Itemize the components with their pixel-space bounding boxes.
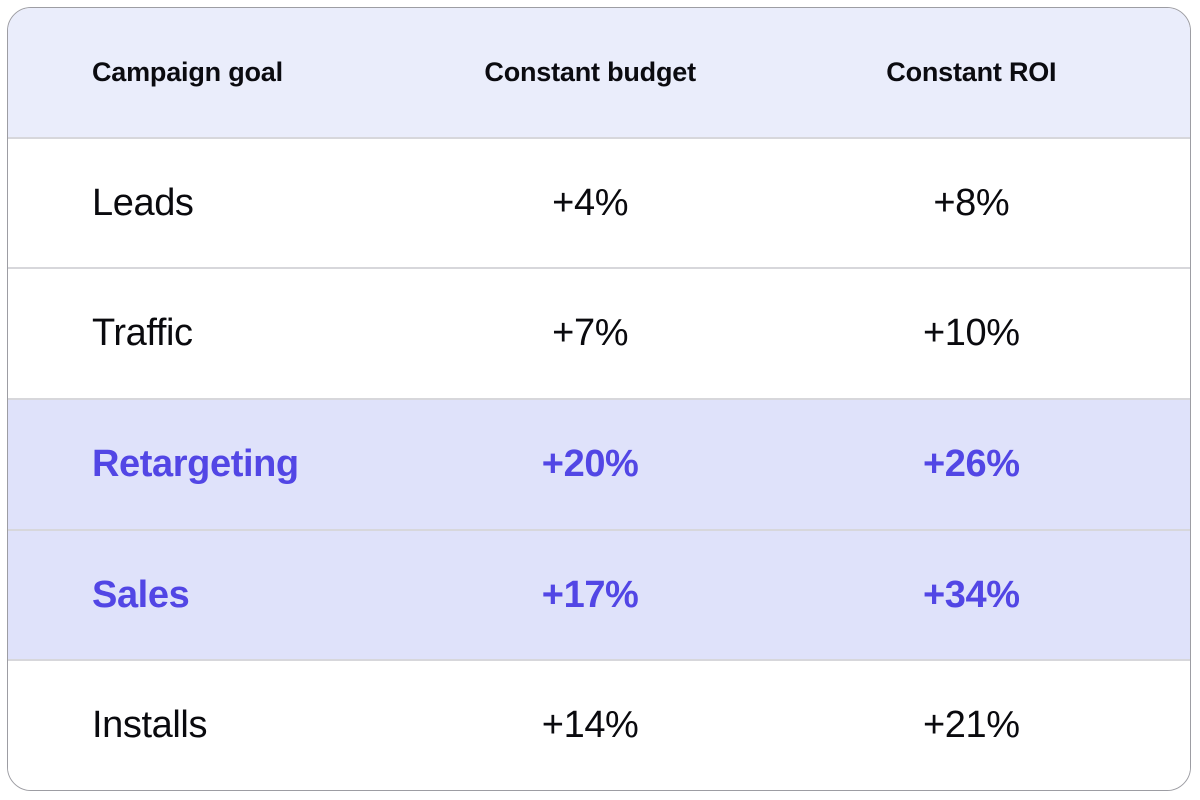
- table-row-retargeting: Retargeting +20% +26%: [8, 400, 1190, 529]
- row-label: Leads: [92, 181, 194, 224]
- row-label: Sales: [92, 573, 190, 616]
- constant-roi-value: +10%: [922, 312, 1020, 355]
- column-header-constant-roi: Constant ROI: [886, 56, 1057, 87]
- constant-budget-value: +7%: [552, 312, 629, 355]
- row-label: Retargeting: [92, 442, 299, 485]
- comparison-table-card: Campaign goal Constant budget Constant R…: [7, 7, 1191, 791]
- column-header-campaign-goal: Campaign goal: [92, 56, 283, 87]
- row-label: Installs: [92, 704, 208, 747]
- table-row-sales: Sales +17% +34%: [8, 530, 1190, 660]
- constant-roi-value: +26%: [922, 442, 1020, 485]
- table-row-traffic: Traffic +7% +10%: [8, 269, 1190, 399]
- table-header-row: Campaign goal Constant budget Constant R…: [8, 8, 1190, 137]
- table-row-leads: Leads +4% +8%: [8, 138, 1190, 268]
- row-divider: [8, 528, 1190, 531]
- constant-budget-value: +20%: [541, 442, 639, 485]
- table-row-installs: Installs +14% +21%: [8, 661, 1190, 790]
- constant-budget-value: +17%: [541, 573, 639, 616]
- constant-roi-value: +21%: [922, 704, 1020, 747]
- column-header-constant-budget: Constant budget: [484, 56, 696, 87]
- row-divider: [8, 659, 1190, 662]
- row-divider: [8, 398, 1190, 401]
- row-divider: [8, 136, 1190, 139]
- constant-budget-value: +14%: [541, 704, 639, 747]
- constant-roi-value: +8%: [933, 181, 1010, 224]
- constant-budget-value: +4%: [552, 181, 629, 224]
- row-divider: [8, 267, 1190, 270]
- row-label: Traffic: [92, 312, 193, 355]
- constant-roi-value: +34%: [922, 573, 1020, 616]
